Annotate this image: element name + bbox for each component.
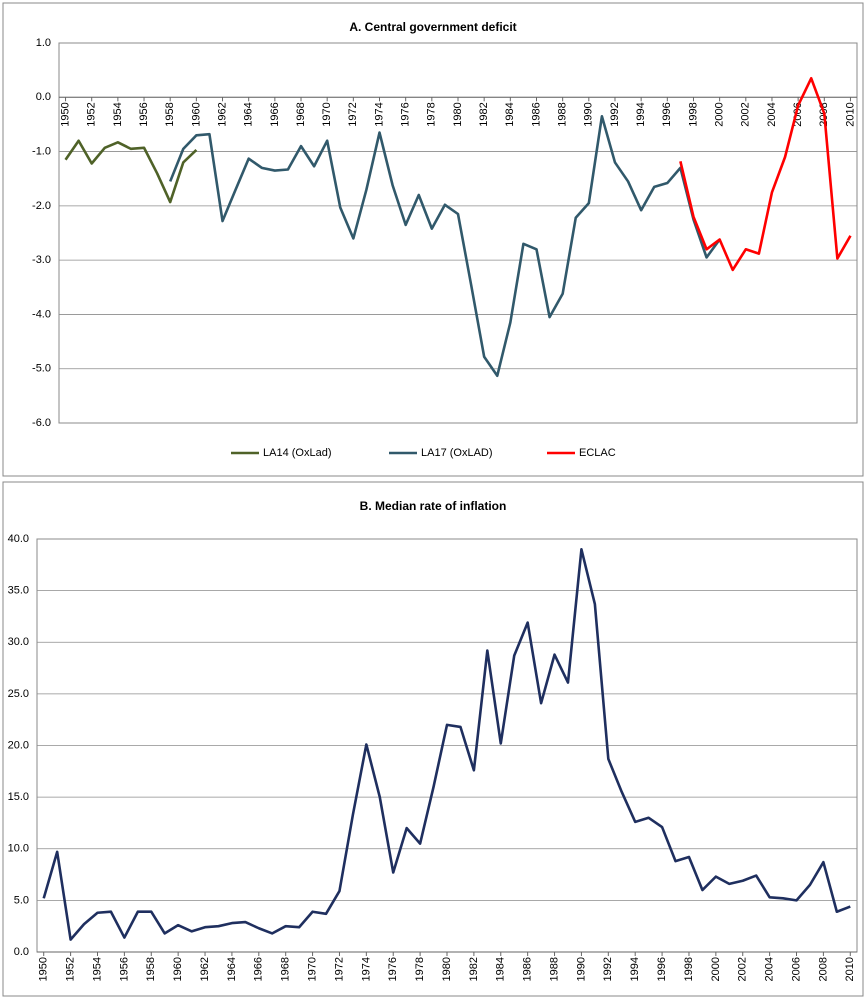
- x-tick-label: 1964: [243, 102, 255, 126]
- x-tick-label: 1960: [172, 957, 184, 981]
- x-tick-label: 1964: [226, 957, 238, 981]
- x-tick-label: 2000: [714, 102, 726, 126]
- x-tick-label: 1960: [190, 102, 202, 126]
- y-tick-label: -1.0: [32, 145, 51, 157]
- x-tick-label: 1978: [414, 957, 426, 981]
- x-tick-label: 1976: [400, 102, 412, 126]
- x-tick-label: 1974: [373, 102, 385, 126]
- x-tick-label: 1980: [452, 102, 464, 126]
- x-tick-label: 1984: [504, 102, 516, 126]
- x-tick-label: 1954: [112, 102, 124, 126]
- x-tick-label: 1970: [321, 102, 333, 126]
- y-tick-label: -5.0: [32, 363, 51, 375]
- x-tick-label: 1958: [145, 957, 157, 981]
- panel-a-border: [2, 2, 864, 477]
- y-tick-label: 1.0: [36, 37, 51, 49]
- y-tick-label: -3.0: [32, 254, 51, 266]
- x-tick-label: 1950: [59, 102, 71, 126]
- x-tick-label: 2002: [737, 957, 749, 981]
- x-tick-label: 1970: [306, 957, 318, 981]
- x-tick-label: 1980: [441, 957, 453, 981]
- x-tick-label: 1986: [522, 957, 534, 981]
- x-tick-label: 1972: [347, 102, 359, 126]
- x-tick-label: 2006: [790, 957, 802, 981]
- x-tick-label: 1984: [495, 957, 507, 981]
- legend-label: ECLAC: [579, 447, 616, 459]
- x-tick-label: 2004: [764, 957, 776, 981]
- x-tick-label: 2010: [844, 102, 856, 126]
- x-tick-label: 1956: [118, 957, 130, 981]
- x-tick-label: 1976: [387, 957, 399, 981]
- y-tick-label: 0.0: [14, 946, 29, 958]
- x-tick-label: 1968: [295, 102, 307, 126]
- x-tick-label: 1988: [557, 102, 569, 126]
- y-tick-label: 20.0: [8, 739, 29, 751]
- x-tick-label: 1992: [602, 957, 614, 981]
- panel-b-border: [2, 481, 864, 997]
- y-tick-label: 15.0: [8, 791, 29, 803]
- x-tick-label: 1952: [86, 102, 98, 126]
- data-line: [679, 76, 852, 272]
- x-tick-label: 1996: [661, 102, 673, 126]
- x-tick-label: 1998: [683, 957, 695, 981]
- x-tick-label: 1958: [164, 102, 176, 126]
- chart-title: B. Median rate of inflation: [360, 499, 507, 513]
- x-tick-label: 1996: [656, 957, 668, 981]
- x-tick-label: 1982: [478, 102, 490, 126]
- y-tick-label: 5.0: [14, 894, 29, 906]
- x-tick-label: 1998: [687, 102, 699, 126]
- x-tick-label: 2000: [710, 957, 722, 981]
- y-tick-label: 35.0: [8, 585, 29, 597]
- x-tick-label: 1974: [360, 957, 372, 981]
- y-tick-label: -4.0: [32, 308, 51, 320]
- y-tick-label: -6.0: [32, 417, 51, 429]
- x-tick-label: 1962: [199, 957, 211, 981]
- x-tick-label: 1986: [530, 102, 542, 126]
- x-tick-label: 1990: [575, 957, 587, 981]
- y-tick-label: 30.0: [8, 636, 29, 648]
- data-line: [64, 139, 198, 204]
- x-tick-label: 1962: [216, 102, 228, 126]
- x-tick-label: 2008: [817, 957, 829, 981]
- x-tick-label: 1992: [609, 102, 621, 126]
- y-tick-label: 10.0: [8, 843, 29, 855]
- x-tick-label: 2010: [844, 957, 856, 981]
- y-tick-label: 0.0: [36, 91, 51, 103]
- x-tick-label: 1994: [629, 957, 641, 981]
- data-line: [168, 114, 721, 378]
- y-tick-label: 40.0: [8, 533, 29, 545]
- x-tick-label: 1978: [426, 102, 438, 126]
- x-tick-label: 1950: [38, 957, 50, 981]
- x-tick-label: 1956: [138, 102, 150, 126]
- y-tick-label: -2.0: [32, 200, 51, 212]
- x-tick-label: 1966: [253, 957, 265, 981]
- x-tick-label: 1968: [280, 957, 292, 981]
- x-tick-label: 1954: [91, 957, 103, 981]
- x-tick-label: 1990: [583, 102, 595, 126]
- x-tick-label: 1994: [635, 102, 647, 126]
- x-tick-label: 2004: [766, 102, 778, 126]
- x-tick-label: 1952: [65, 957, 77, 981]
- x-tick-label: 1982: [468, 957, 480, 981]
- x-tick-label: 1972: [333, 957, 345, 981]
- data-line: [42, 548, 851, 941]
- x-tick-label: 2002: [740, 102, 752, 126]
- legend-label: LA17 (OxLAD): [421, 447, 493, 459]
- chart-title: A. Central government deficit: [349, 20, 516, 34]
- x-tick-label: 1966: [269, 102, 281, 126]
- y-tick-label: 25.0: [8, 688, 29, 700]
- x-tick-label: 1988: [548, 957, 560, 981]
- legend-label: LA14 (OxLad): [263, 447, 331, 459]
